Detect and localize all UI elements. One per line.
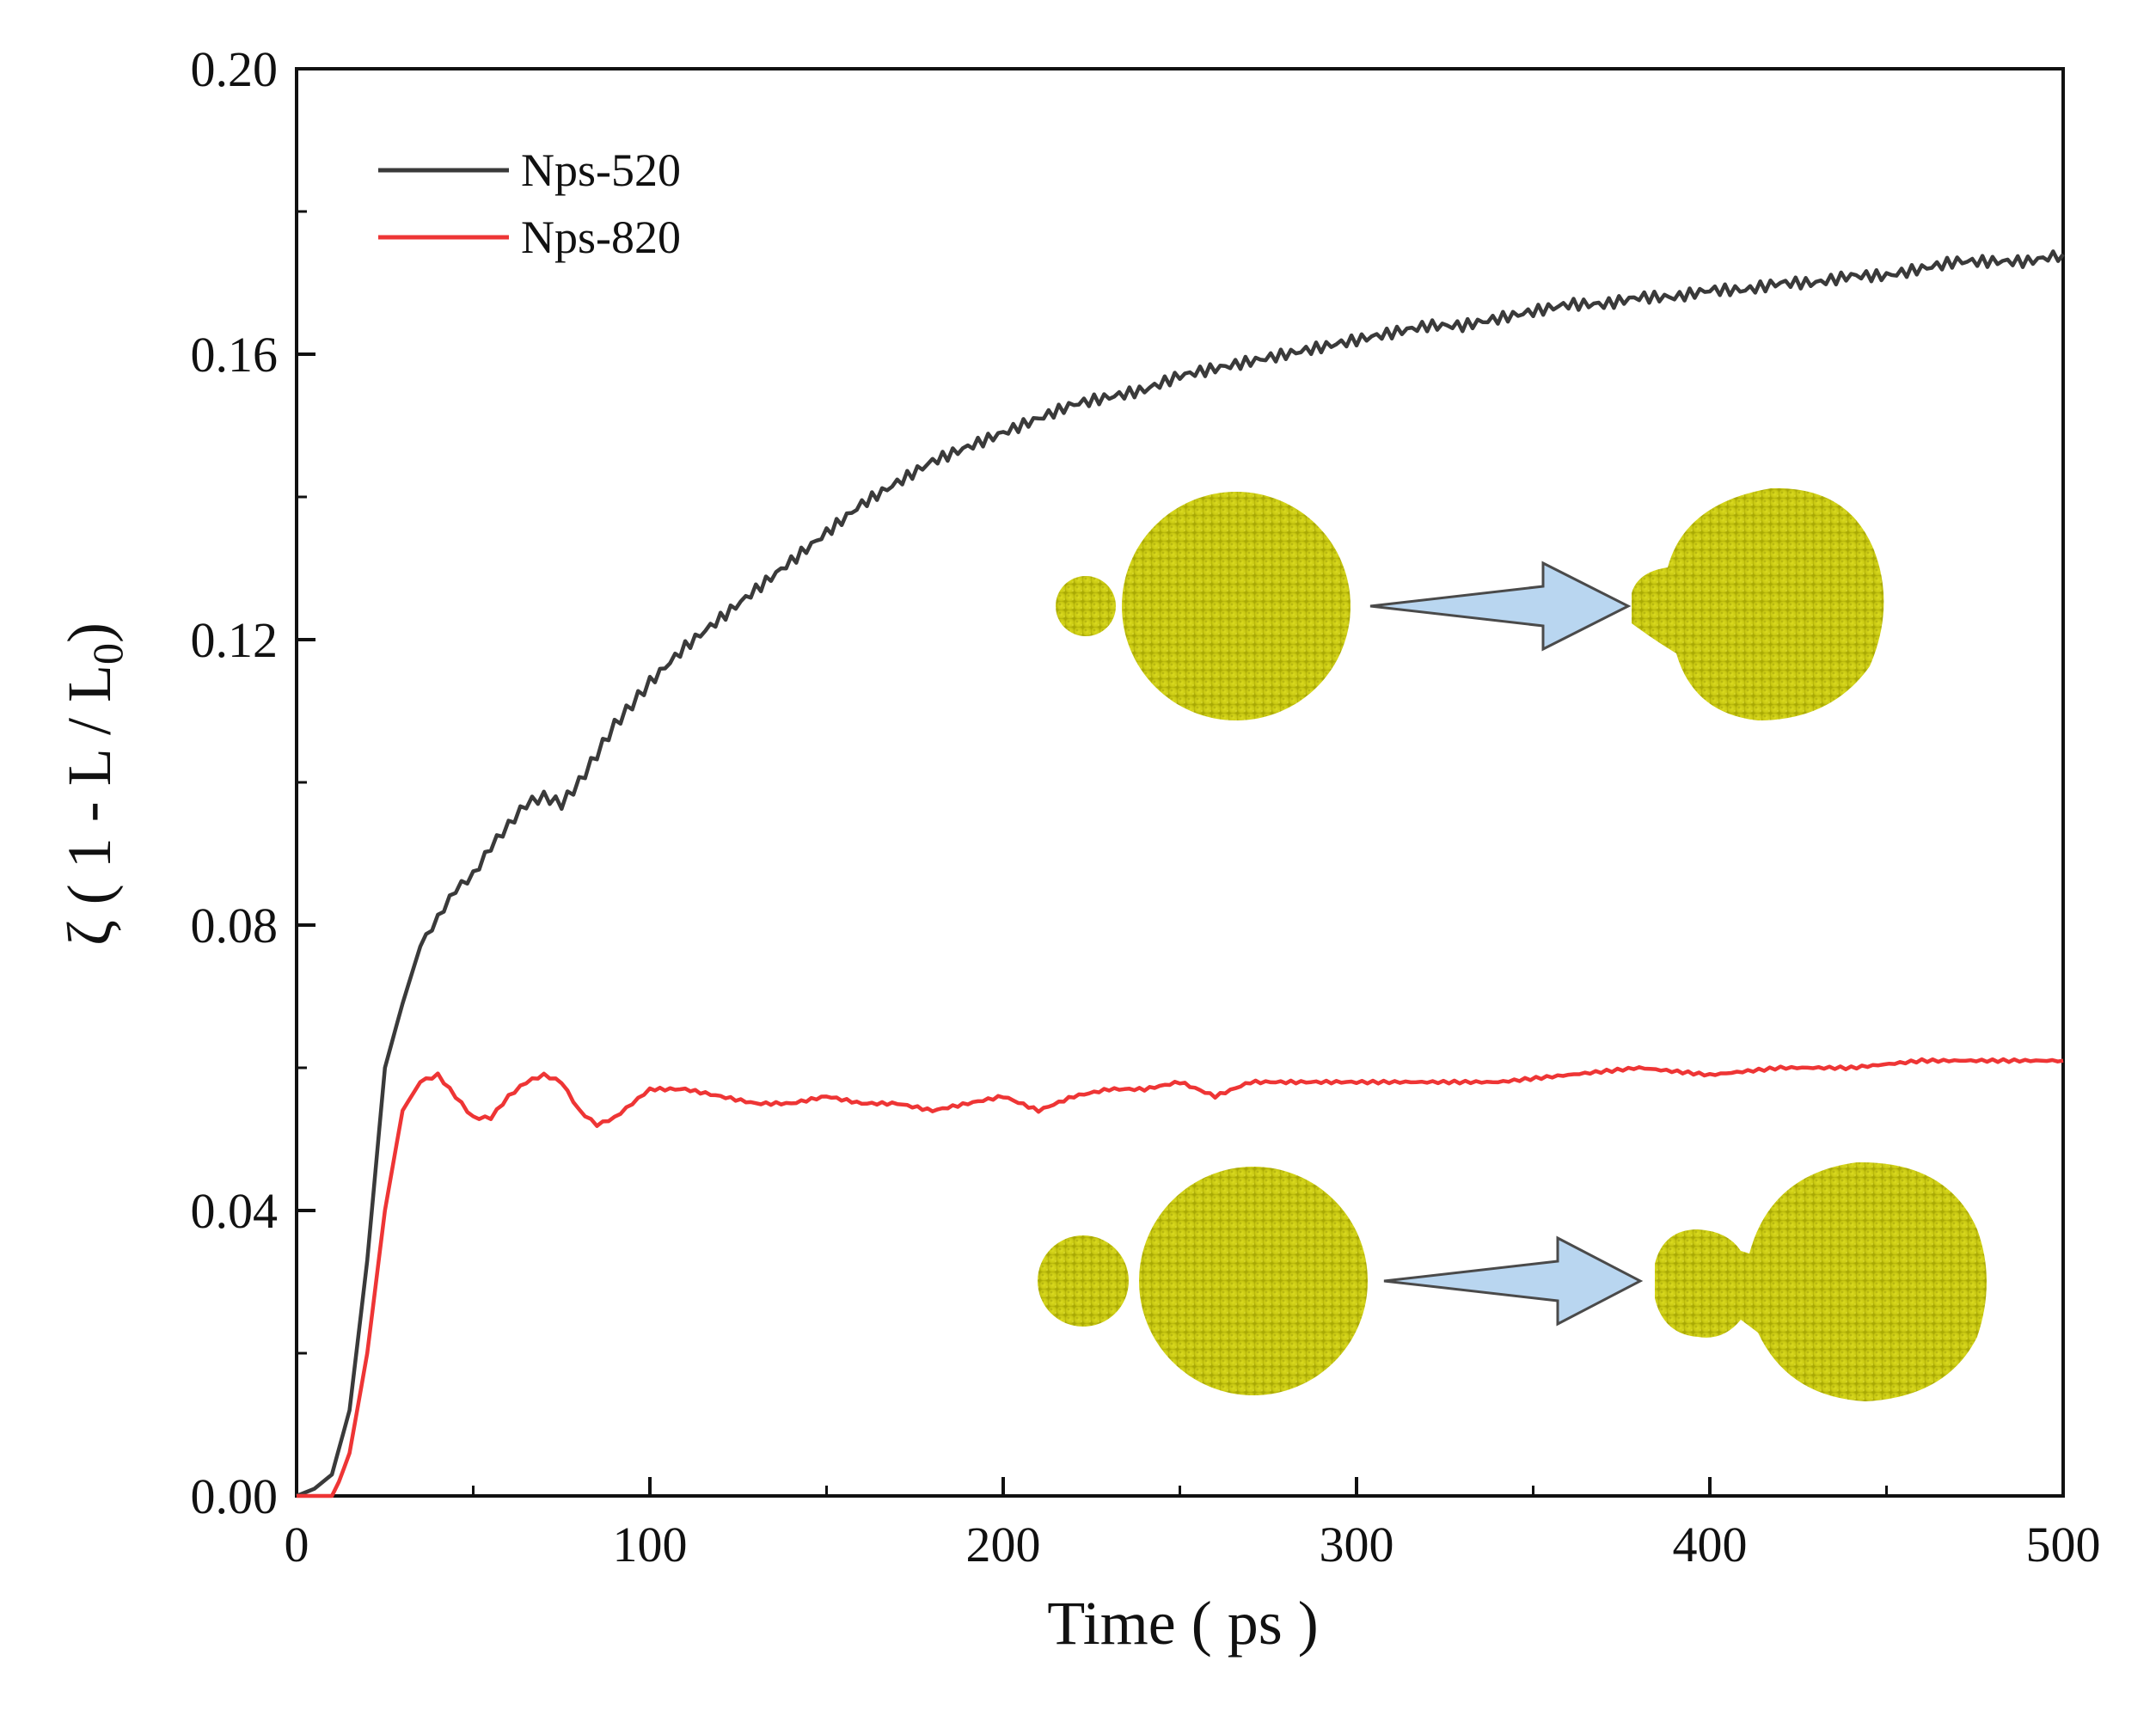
legend-label-nps-820: Nps-820 — [521, 211, 681, 263]
y-tick-label: 0.08 — [191, 898, 279, 953]
series-line-nps-520 — [296, 249, 2065, 1499]
series-group — [296, 249, 2065, 1499]
small-nanoparticle-initial — [1038, 1235, 1129, 1327]
axes: 0 100 200 300 400 500 0.00 0.04 0.08 0.12 0.16 0.20 — [191, 41, 2101, 1572]
x-tick-label: 100 — [613, 1517, 688, 1572]
arrow-icon — [1383, 1235, 1644, 1327]
y-axis-title-subscript: 0 — [83, 643, 132, 665]
x-tick-label: 500 — [2026, 1517, 2101, 1572]
legend: Nps-520 Nps-820 — [378, 144, 681, 263]
arrow-icon — [1369, 561, 1632, 652]
large-nanoparticle-initial — [1122, 492, 1351, 720]
y-tick-label: 0.00 — [191, 1468, 279, 1524]
x-tick-label: 200 — [966, 1517, 1041, 1572]
y-axis-title-close: ) — [55, 622, 124, 643]
y-axis-title: ζ ( 1 - L / L0) — [55, 622, 132, 946]
y-tick-label: 0.04 — [191, 1183, 279, 1239]
large-nanoparticle-initial — [1139, 1167, 1368, 1395]
legend-label-nps-520: Nps-520 — [521, 144, 681, 196]
y-tick-label: 0.12 — [191, 612, 279, 668]
y-axis-title-main: ζ ( 1 - L / L — [55, 665, 124, 946]
x-tick-label: 400 — [1673, 1517, 1748, 1572]
series-line-nps-820 — [297, 1057, 2064, 1499]
inset-nps-520 — [1056, 487, 1884, 720]
x-tick-label: 300 — [1320, 1517, 1394, 1572]
x-tick-label: 0 — [285, 1517, 309, 1572]
inset-nps-820 — [1038, 1161, 1987, 1401]
y-tick-label: 0.16 — [191, 327, 279, 383]
y-tick-label: 0.20 — [191, 41, 279, 97]
merged-nanoparticle — [1632, 487, 1884, 720]
small-nanoparticle-initial — [1056, 576, 1116, 636]
x-axis-title: Time ( ps ) — [1047, 1589, 1318, 1658]
merged-nanoparticle — [1655, 1161, 1987, 1401]
